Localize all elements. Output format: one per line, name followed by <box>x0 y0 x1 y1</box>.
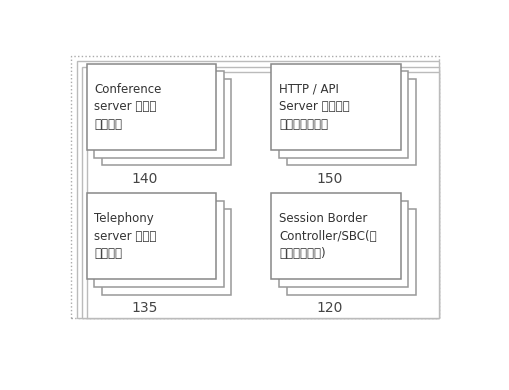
Bar <box>87 193 215 279</box>
Bar <box>278 71 408 158</box>
Text: Session Border
Controller/SBC(会
话边界控制器): Session Border Controller/SBC(会 话边界控制器) <box>278 212 376 260</box>
Bar <box>94 71 223 158</box>
Bar <box>82 67 438 318</box>
Text: HTTP / API
Server 网页和应
用接口服务器）: HTTP / API Server 网页和应 用接口服务器） <box>278 83 349 131</box>
Bar <box>76 62 438 318</box>
Bar <box>87 64 215 150</box>
Bar <box>94 201 223 287</box>
Bar <box>271 64 400 150</box>
Text: 135: 135 <box>131 301 158 315</box>
Text: 150: 150 <box>316 172 342 186</box>
Text: Telephony
server （电话
服务器）: Telephony server （电话 服务器） <box>94 212 156 260</box>
Text: Conference
server （会议
服务器）: Conference server （会议 服务器） <box>94 83 161 131</box>
Text: 140: 140 <box>131 172 158 186</box>
Bar <box>102 79 231 165</box>
Bar <box>102 209 231 295</box>
Bar <box>286 209 415 295</box>
Bar <box>271 193 400 279</box>
Text: 120: 120 <box>316 301 342 315</box>
Bar <box>278 201 408 287</box>
Bar <box>71 56 438 318</box>
Bar <box>87 72 438 318</box>
Bar <box>286 79 415 165</box>
